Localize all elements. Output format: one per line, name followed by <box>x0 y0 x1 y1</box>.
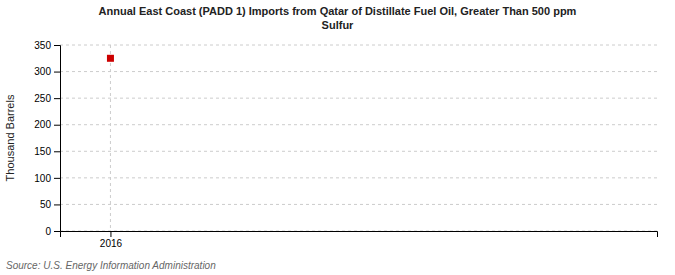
y-grid-line <box>60 124 657 125</box>
y-tick-mark <box>54 204 60 205</box>
y-grid-line <box>60 151 657 152</box>
y-tick-mark <box>54 151 60 152</box>
y-tick-label: 300 <box>34 66 51 77</box>
chart-title-line: Sulfur <box>322 19 354 31</box>
source-note: Source: U.S. Energy Information Administ… <box>6 260 216 271</box>
x-tick-label: 2016 <box>100 238 123 249</box>
y-tick-mark <box>54 45 60 46</box>
y-axis: 0 50 100 150 200 250 300 350 <box>34 40 60 237</box>
y-tick: 50 <box>40 199 60 210</box>
y-tick-mark <box>54 125 60 126</box>
y-tick-mark <box>54 98 60 99</box>
y-tick: 350 <box>34 40 60 51</box>
y-tick: 100 <box>34 173 60 184</box>
y-tick: 200 <box>34 119 60 130</box>
y-tick-label: 200 <box>34 119 51 130</box>
x-axis: 2016 <box>61 231 658 249</box>
y-tick-label: 0 <box>45 226 51 237</box>
chart-title-line: Annual East Coast (PADD 1) Imports from … <box>99 5 577 17</box>
chart-container: Annual East Coast (PADD 1) Imports from … <box>0 0 675 275</box>
y-grid-line <box>60 71 657 72</box>
y-tick-label: 150 <box>34 146 51 157</box>
plot-area: 2016 0 50 100 150 200 250 300 350 <box>34 40 657 249</box>
y-axis-title: Thousand Barrels <box>4 94 16 181</box>
y-grid-line <box>60 98 657 99</box>
y-tick: 0 <box>45 226 60 237</box>
y-axis-line <box>54 46 61 232</box>
x-tick: 2016 <box>100 231 123 249</box>
chart-title: Annual East Coast (PADD 1) Imports from … <box>99 5 577 31</box>
point <box>107 55 114 62</box>
y-tick-label: 50 <box>40 199 52 210</box>
points <box>107 55 114 62</box>
y-tick: 250 <box>34 93 60 104</box>
y-tick-mark <box>54 72 60 73</box>
y-grid-line <box>60 204 657 205</box>
y-grid-line <box>60 177 657 178</box>
y-tick-label: 350 <box>34 40 51 51</box>
grid <box>60 45 657 231</box>
chart-svg: Annual East Coast (PADD 1) Imports from … <box>0 0 675 275</box>
y-tick-mark <box>54 231 60 232</box>
x-grid-line <box>110 45 111 231</box>
y-grid-line <box>60 45 657 46</box>
y-tick-label: 100 <box>34 173 51 184</box>
x-tick-mark <box>110 231 111 237</box>
y-tick-mark <box>54 178 60 179</box>
y-tick: 150 <box>34 146 60 157</box>
y-tick-label: 250 <box>34 93 51 104</box>
y-tick: 300 <box>34 66 60 77</box>
x-axis-line <box>61 232 658 238</box>
